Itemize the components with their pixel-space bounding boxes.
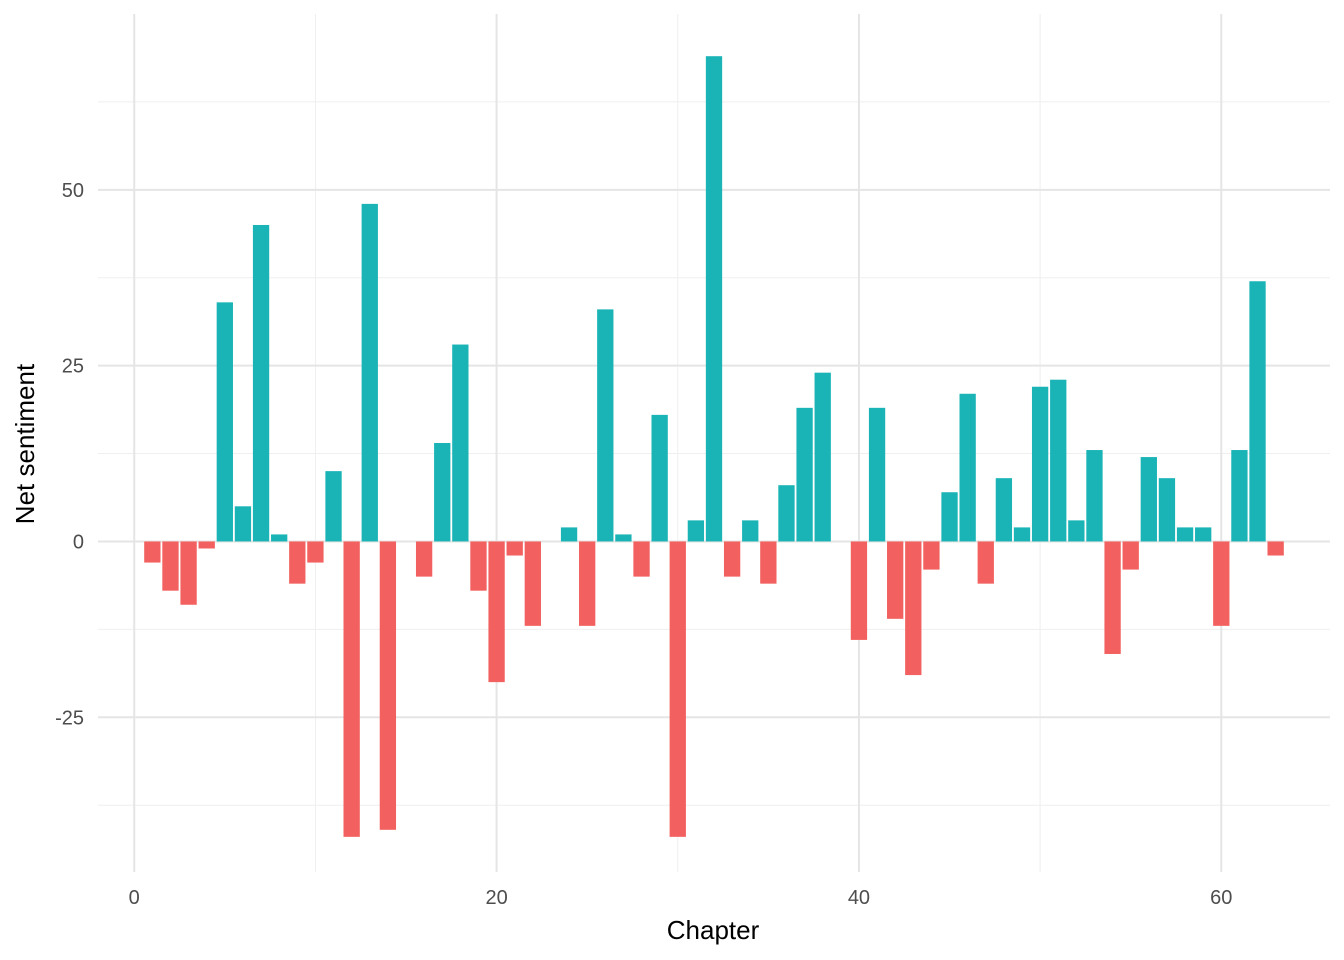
bar bbox=[959, 393, 976, 542]
y-axis-tick-labels: -25 0 25 50 bbox=[55, 180, 84, 729]
y-tick-label: 0 bbox=[73, 531, 84, 553]
bar bbox=[216, 302, 233, 542]
bar bbox=[361, 203, 378, 542]
bar bbox=[379, 541, 397, 830]
bar bbox=[941, 492, 958, 542]
bar bbox=[923, 541, 940, 570]
x-axis-title: Chapter bbox=[667, 915, 760, 945]
bar bbox=[180, 541, 197, 605]
bar bbox=[198, 541, 215, 549]
bar bbox=[252, 224, 270, 542]
x-axis-tick-labels: 0 20 40 60 bbox=[129, 887, 1233, 909]
bar bbox=[470, 541, 487, 591]
bar bbox=[1068, 520, 1085, 542]
x-tick-label: 60 bbox=[1210, 887, 1232, 909]
bar bbox=[995, 478, 1013, 542]
bar bbox=[760, 541, 777, 584]
bar bbox=[705, 56, 723, 542]
y-tick-label: -25 bbox=[55, 707, 84, 729]
bar bbox=[1195, 527, 1212, 542]
bar bbox=[325, 471, 342, 542]
bar bbox=[1213, 541, 1230, 626]
bar bbox=[524, 541, 541, 626]
bar bbox=[1176, 527, 1194, 542]
bar bbox=[1050, 379, 1067, 542]
bar bbox=[162, 541, 179, 591]
bar bbox=[307, 541, 324, 563]
bar bbox=[905, 541, 922, 676]
bar bbox=[796, 407, 813, 542]
bar bbox=[289, 541, 306, 584]
bar bbox=[977, 541, 994, 584]
bar bbox=[1231, 450, 1248, 542]
bar bbox=[1086, 450, 1103, 542]
x-tick-label: 40 bbox=[848, 887, 870, 909]
bar bbox=[560, 527, 578, 542]
bar bbox=[1140, 457, 1157, 542]
bar bbox=[488, 541, 505, 683]
bar bbox=[687, 520, 705, 542]
x-tick-label: 20 bbox=[485, 887, 507, 909]
bar bbox=[415, 541, 433, 577]
bar bbox=[615, 534, 632, 542]
y-axis-title: Net sentiment bbox=[10, 363, 40, 524]
bar bbox=[742, 520, 759, 542]
bar bbox=[506, 541, 523, 556]
bar bbox=[452, 344, 469, 542]
bar bbox=[144, 541, 161, 563]
bar bbox=[633, 541, 650, 577]
bar bbox=[1249, 281, 1266, 542]
bar bbox=[669, 541, 686, 837]
bar bbox=[868, 407, 886, 542]
bar bbox=[579, 541, 596, 626]
bar bbox=[778, 485, 795, 542]
bar bbox=[1267, 541, 1284, 556]
y-tick-label: 50 bbox=[62, 180, 84, 202]
bar bbox=[271, 534, 288, 542]
bar bbox=[1122, 541, 1139, 570]
bar bbox=[814, 372, 831, 542]
x-tick-label: 0 bbox=[129, 887, 140, 909]
bar bbox=[850, 541, 868, 640]
bar bbox=[1013, 527, 1031, 542]
bar bbox=[887, 541, 904, 619]
bar bbox=[723, 541, 741, 577]
bars bbox=[144, 56, 1284, 837]
y-tick-label: 25 bbox=[62, 356, 84, 378]
bar bbox=[434, 443, 451, 542]
bar bbox=[1031, 386, 1049, 542]
bar bbox=[1158, 478, 1176, 542]
bar bbox=[1104, 541, 1121, 654]
bar bbox=[343, 541, 360, 837]
bar bbox=[651, 414, 668, 542]
bar bbox=[234, 506, 252, 542]
bar bbox=[597, 309, 614, 542]
